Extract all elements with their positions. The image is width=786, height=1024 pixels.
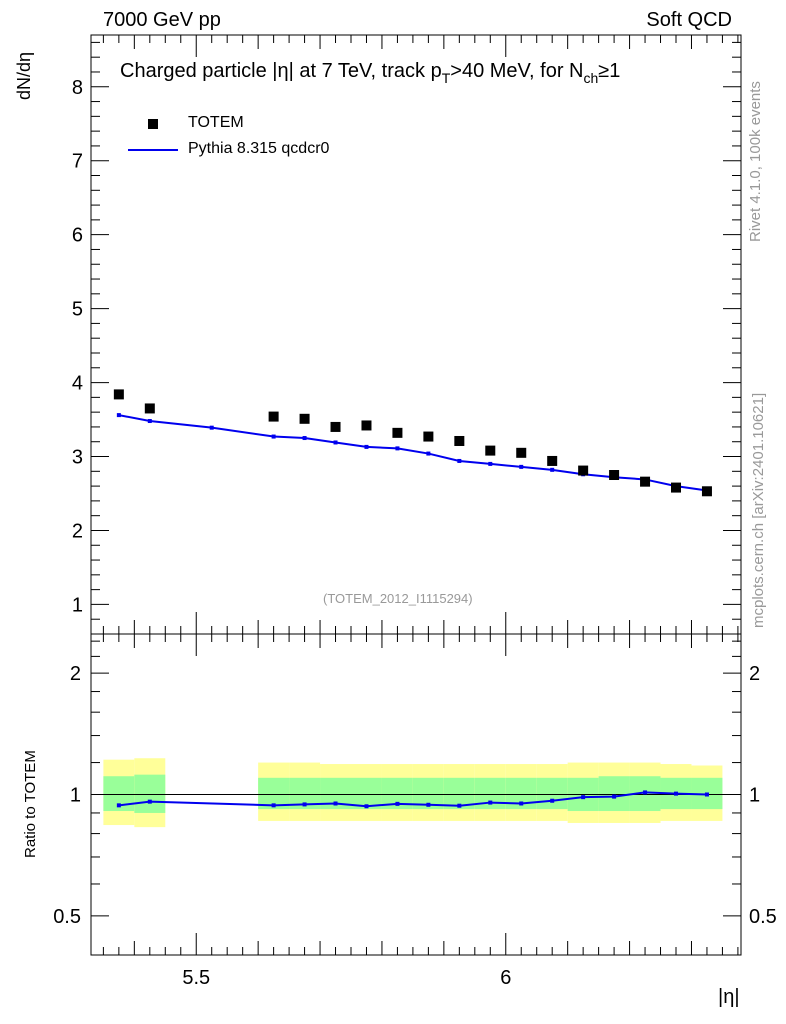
totem-point-10 <box>516 447 527 458</box>
totem-point-1 <box>144 403 155 414</box>
pythia-line <box>118 414 708 492</box>
side-label-mcplots: mcplots.cern.ch [arXiv:2401.10621] <box>750 392 767 628</box>
main-plot-area <box>91 35 741 634</box>
title-eta: η <box>277 60 289 82</box>
ratio-point-9 <box>488 800 493 805</box>
totem-point-8 <box>454 435 465 446</box>
ratio-y-axis-label: Ratio to TOTEM <box>22 750 39 858</box>
main-ytick-label-7: 7 <box>72 151 83 173</box>
legend-label-pythia: Pythia 8.315 qcdcr0 <box>188 140 330 157</box>
pythia-point-7 <box>395 446 400 451</box>
ratio-point-7 <box>426 802 431 807</box>
main-ytick-label-3: 3 <box>72 447 83 469</box>
totem-point-16 <box>701 486 712 497</box>
plot-title: Charged particle |η| at 7 TeV, track pT>… <box>120 60 620 86</box>
totem-point-2 <box>268 411 279 422</box>
ratio-ytick-label-right-2: 2 <box>749 663 760 685</box>
ratio-point-6 <box>395 801 400 806</box>
ratio-point-14 <box>643 790 648 795</box>
ratio-point-8 <box>457 803 462 808</box>
side-label-rivet: Rivet 4.1.0, 100k events <box>747 81 764 242</box>
ratio-point-13 <box>612 794 617 799</box>
pythia-point-6 <box>364 444 369 449</box>
pythia-point-2 <box>209 425 214 430</box>
tick-labels: 1 2 3 4 5 6 7 8 0.5 0.5 1 1 2 2 5.5 6 <box>53 77 777 989</box>
totem-point-4 <box>330 421 341 432</box>
title-suffix: ≥1 <box>598 60 621 82</box>
title-nch-sub: ch <box>583 70 599 86</box>
legend-label-totem: TOTEM <box>188 114 244 131</box>
ratio-point-0 <box>116 803 121 808</box>
ratio-ytick-label-right-1: 1 <box>749 785 760 807</box>
header-right-label: Soft QCD <box>646 9 732 31</box>
ratio-point-4 <box>333 801 338 806</box>
main-ytick-label-6: 6 <box>72 225 83 247</box>
analysis-id-watermark: (TOTEM_2012_I1115294) <box>323 591 473 606</box>
ratio-band-inner-11 <box>536 777 568 810</box>
ratio-ytick-label-left-1: 1 <box>70 785 81 807</box>
header-left-label: 7000 GeV pp <box>103 9 221 31</box>
xtick-label-5.5: 5.5 <box>182 967 210 989</box>
title-mid: | at 7 TeV, track p <box>288 60 442 82</box>
xtick-label-6: 6 <box>500 967 511 989</box>
ratio-point-1 <box>147 799 152 804</box>
ratio-band-inner-13 <box>598 776 630 812</box>
totem-point-9 <box>485 445 496 456</box>
pythia-point-11 <box>519 464 524 469</box>
legend-markers <box>128 119 178 151</box>
ratio-point-2 <box>271 803 276 808</box>
title-prefix: Charged particle | <box>120 60 278 82</box>
pythia-point-10 <box>488 461 493 466</box>
ratio-point-10 <box>519 801 524 806</box>
totem-point-3 <box>299 413 310 424</box>
pythia-point-12 <box>550 467 555 472</box>
main-ytick-label-8: 8 <box>72 77 83 99</box>
title-pt-sub: T <box>441 70 451 86</box>
pythia-point-3 <box>271 434 276 439</box>
ratio-point-3 <box>302 802 307 807</box>
ratio-band-inner-1 <box>134 774 166 813</box>
pythia-point-5 <box>333 440 338 445</box>
totem-point-11 <box>547 455 558 466</box>
ratio-point-15 <box>674 791 678 796</box>
ratio-ytick-label-right-0.5: 0.5 <box>749 906 777 928</box>
x-axis-label: |η| <box>718 986 740 1008</box>
main-ytick-label-4: 4 <box>72 373 83 395</box>
axis-ticks <box>91 35 741 956</box>
totem-point-13 <box>609 470 620 481</box>
ratio-point-16 <box>704 792 709 797</box>
main-ytick-label-5: 5 <box>72 299 83 321</box>
main-series <box>113 389 712 497</box>
totem-point-0 <box>113 389 124 400</box>
ratio-point-12 <box>581 795 586 800</box>
legend-marker-totem <box>148 119 158 129</box>
ratio-ytick-label-left-2: 2 <box>70 663 81 685</box>
totem-point-15 <box>671 482 681 493</box>
pythia-point-0 <box>116 413 121 418</box>
pythia-point-4 <box>302 436 307 441</box>
main-y-axis-label: dN/dη <box>14 51 34 100</box>
ratio-band-inner-5 <box>351 777 382 810</box>
totem-point-12 <box>578 465 589 476</box>
title-cut: >40 MeV, for N <box>450 60 584 82</box>
totem-point-5 <box>361 420 372 431</box>
main-ytick-label-1: 1 <box>72 594 83 616</box>
ratio-ytick-label-left-0.5: 0.5 <box>53 906 81 928</box>
totem-point-6 <box>392 427 403 438</box>
pythia-point-1 <box>147 419 152 424</box>
ratio-point-11 <box>550 798 555 803</box>
pythia-point-9 <box>457 458 462 463</box>
main-plot-background <box>91 35 741 634</box>
main-ytick-label-2: 2 <box>72 520 83 542</box>
totem-point-14 <box>640 476 651 487</box>
pythia-point-8 <box>426 451 431 456</box>
ratio-point-5 <box>364 804 369 809</box>
totem-point-7 <box>423 431 434 442</box>
ratio-series <box>116 790 709 809</box>
